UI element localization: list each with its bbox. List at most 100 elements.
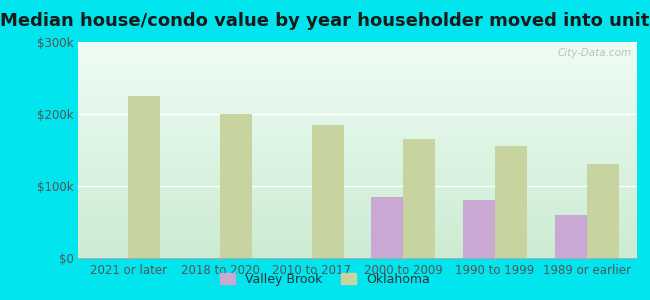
Bar <box>78 50 637 51</box>
Bar <box>78 94 637 95</box>
Bar <box>78 163 637 164</box>
Bar <box>78 241 637 242</box>
Bar <box>78 204 637 205</box>
Bar <box>78 250 637 251</box>
Bar <box>78 98 637 99</box>
Bar <box>78 227 637 228</box>
Bar <box>78 124 637 125</box>
Bar <box>78 230 637 231</box>
Bar <box>78 215 637 216</box>
Text: Median house/condo value by year householder moved into unit: Median house/condo value by year househo… <box>0 12 650 30</box>
Bar <box>78 142 637 143</box>
Bar <box>78 147 637 148</box>
Bar <box>78 222 637 224</box>
Bar <box>78 49 637 50</box>
Bar <box>78 201 637 202</box>
Bar <box>78 188 637 189</box>
Bar <box>78 238 637 239</box>
Bar <box>78 99 637 100</box>
Bar <box>78 169 637 170</box>
Bar <box>78 161 637 162</box>
Bar <box>78 224 637 226</box>
Bar <box>78 177 637 178</box>
Bar <box>78 176 637 177</box>
Bar <box>78 221 637 222</box>
Bar <box>78 128 637 130</box>
Bar <box>78 233 637 234</box>
Bar <box>78 58 637 59</box>
Bar <box>78 137 637 138</box>
Bar <box>78 254 637 255</box>
Bar <box>78 157 637 158</box>
Bar <box>78 220 637 221</box>
Bar <box>78 166 637 167</box>
Bar <box>78 120 637 121</box>
Bar <box>78 84 637 85</box>
Bar <box>78 80 637 81</box>
Bar <box>78 251 637 253</box>
Bar <box>78 54 637 55</box>
Bar <box>78 66 637 67</box>
Bar <box>78 247 637 248</box>
Bar <box>78 100 637 101</box>
Bar <box>78 212 637 213</box>
Bar <box>78 43 637 44</box>
Bar <box>78 130 637 132</box>
Bar <box>78 203 637 204</box>
Bar <box>78 180 637 181</box>
Bar <box>78 107 637 108</box>
Bar <box>78 47 637 49</box>
Bar <box>78 232 637 233</box>
Bar <box>78 72 637 73</box>
Bar <box>78 211 637 212</box>
Bar <box>78 158 637 159</box>
Bar <box>78 140 637 141</box>
Bar <box>78 216 637 217</box>
Bar <box>78 159 637 160</box>
Bar <box>463 200 495 258</box>
Bar <box>78 181 637 182</box>
Bar <box>78 114 637 116</box>
Bar <box>78 190 637 191</box>
Bar <box>78 149 637 150</box>
Bar <box>78 152 637 153</box>
Bar <box>78 56 637 57</box>
Bar <box>78 83 637 84</box>
Bar <box>78 174 637 175</box>
Bar <box>78 162 637 163</box>
Bar <box>78 153 637 154</box>
Bar <box>78 205 637 206</box>
Bar <box>78 67 637 68</box>
Bar <box>78 70 637 71</box>
Bar <box>78 79 637 80</box>
Bar <box>78 234 637 235</box>
Bar <box>78 249 637 250</box>
Bar <box>78 96 637 97</box>
Bar <box>78 81 637 82</box>
Bar <box>78 64 637 65</box>
Bar <box>78 187 637 188</box>
Bar <box>78 257 637 258</box>
Bar <box>78 141 637 142</box>
Bar <box>78 57 637 58</box>
Bar <box>78 170 637 172</box>
Bar <box>78 52 637 53</box>
Bar <box>78 236 637 238</box>
Bar <box>586 164 619 258</box>
Bar <box>78 125 637 126</box>
Bar <box>78 121 637 122</box>
Bar <box>78 132 637 133</box>
Bar <box>78 95 637 96</box>
Bar <box>78 200 637 201</box>
Bar <box>78 61 637 62</box>
Bar <box>78 89 637 91</box>
Bar <box>78 248 637 249</box>
Bar <box>78 245 637 246</box>
Bar <box>78 109 637 110</box>
Bar <box>78 103 637 105</box>
Bar <box>78 122 637 123</box>
Bar <box>78 194 637 195</box>
Bar <box>78 53 637 54</box>
Bar <box>78 69 637 70</box>
Bar <box>78 219 637 220</box>
